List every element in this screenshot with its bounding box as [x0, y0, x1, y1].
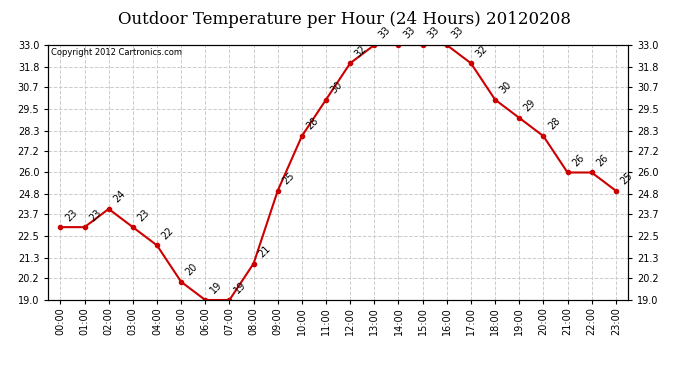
Text: 23: 23: [136, 207, 151, 223]
Text: 19: 19: [233, 280, 248, 296]
Text: 33: 33: [402, 25, 417, 41]
Text: 22: 22: [160, 225, 176, 241]
Text: 28: 28: [546, 116, 562, 132]
Text: 24: 24: [112, 189, 127, 205]
Text: 33: 33: [377, 25, 393, 41]
Text: 30: 30: [329, 80, 344, 96]
Text: 21: 21: [257, 244, 272, 260]
Text: 20: 20: [184, 262, 199, 278]
Text: 23: 23: [88, 207, 103, 223]
Text: 32: 32: [353, 43, 368, 59]
Text: 33: 33: [450, 25, 465, 41]
Text: 29: 29: [522, 98, 538, 114]
Text: 26: 26: [595, 153, 610, 168]
Text: 30: 30: [498, 80, 513, 96]
Text: Outdoor Temperature per Hour (24 Hours) 20120208: Outdoor Temperature per Hour (24 Hours) …: [119, 11, 571, 28]
Text: 32: 32: [474, 43, 489, 59]
Text: 26: 26: [571, 153, 586, 168]
Text: 19: 19: [208, 280, 224, 296]
Text: 25: 25: [281, 171, 297, 186]
Text: 25: 25: [619, 171, 635, 186]
Text: Copyright 2012 Cartronics.com: Copyright 2012 Cartronics.com: [51, 48, 182, 57]
Text: 23: 23: [63, 207, 79, 223]
Text: 28: 28: [305, 116, 320, 132]
Text: 33: 33: [426, 25, 441, 41]
